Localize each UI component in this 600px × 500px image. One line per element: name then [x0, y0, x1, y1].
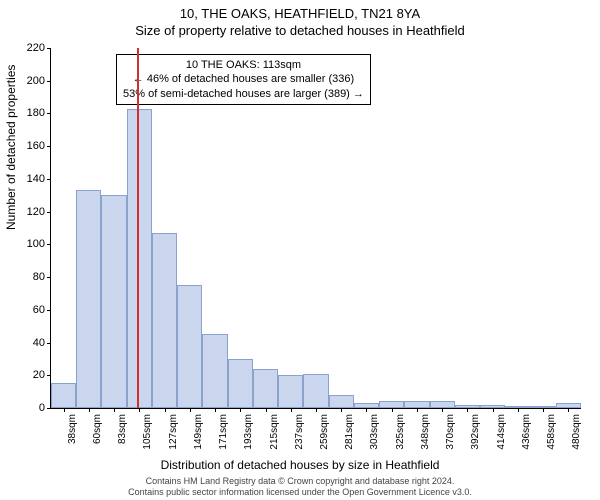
x-tick-label: 171sqm [218, 378, 229, 414]
y-tick-mark [47, 48, 51, 49]
x-tick-mark [518, 408, 519, 412]
y-tick-mark [47, 212, 51, 213]
reference-line [137, 48, 139, 408]
x-tick-mark [417, 408, 418, 412]
x-tick-label: 436sqm [521, 378, 532, 414]
annotation-line3: 53% of semi-detached houses are larger (… [123, 87, 364, 101]
x-tick-mark [266, 408, 267, 412]
x-tick-label: 392sqm [470, 378, 481, 414]
x-tick-mark [316, 408, 317, 412]
x-tick-label: 480sqm [571, 378, 582, 414]
x-tick-label: 193sqm [243, 378, 254, 414]
x-tick-label: 127sqm [168, 378, 179, 414]
y-tick-label: 200 [17, 75, 45, 87]
y-tick-mark [47, 244, 51, 245]
x-tick-label: 215sqm [269, 378, 280, 414]
y-tick-label: 120 [17, 206, 45, 218]
y-tick-mark [47, 408, 51, 409]
y-tick-label: 40 [17, 337, 45, 349]
x-tick-mark [392, 408, 393, 412]
x-tick-mark [89, 408, 90, 412]
x-tick-mark [493, 408, 494, 412]
y-tick-label: 140 [17, 173, 45, 185]
x-tick-label: 325sqm [395, 378, 406, 414]
x-tick-label: 281sqm [344, 378, 355, 414]
histogram-bar [127, 109, 152, 408]
x-axis-label: Distribution of detached houses by size … [0, 458, 600, 472]
y-tick-mark [47, 113, 51, 114]
y-tick-mark [47, 81, 51, 82]
y-tick-label: 100 [17, 238, 45, 250]
y-tick-label: 220 [17, 42, 45, 54]
histogram-bar [101, 195, 126, 408]
x-tick-label: 414sqm [496, 378, 507, 414]
x-tick-mark [139, 408, 140, 412]
footer-line1: Contains HM Land Registry data © Crown c… [0, 476, 600, 487]
y-axis-label: Number of detached properties [4, 65, 18, 230]
x-tick-label: 237sqm [294, 378, 305, 414]
page-title-2: Size of property relative to detached ho… [0, 21, 600, 38]
y-tick-label: 180 [17, 107, 45, 119]
y-tick-mark [47, 146, 51, 147]
y-tick-label: 0 [17, 402, 45, 414]
x-tick-mark [165, 408, 166, 412]
x-tick-mark [291, 408, 292, 412]
y-tick-mark [47, 310, 51, 311]
histogram-chart: 10 THE OAKS: 113sqm ← 46% of detached ho… [50, 48, 581, 409]
x-tick-label: 458sqm [546, 378, 557, 414]
x-tick-mark [366, 408, 367, 412]
x-tick-label: 149sqm [193, 378, 204, 414]
footer-text: Contains HM Land Registry data © Crown c… [0, 476, 600, 498]
x-tick-mark [467, 408, 468, 412]
x-tick-mark [568, 408, 569, 412]
x-tick-label: 303sqm [369, 378, 380, 414]
x-tick-label: 60sqm [92, 384, 103, 414]
histogram-bar [76, 190, 101, 408]
x-tick-label: 83sqm [117, 384, 128, 414]
x-tick-mark [341, 408, 342, 412]
x-tick-mark [190, 408, 191, 412]
x-tick-label: 370sqm [445, 378, 456, 414]
x-tick-label: 105sqm [142, 378, 153, 414]
y-tick-mark [47, 277, 51, 278]
x-tick-mark [114, 408, 115, 412]
x-tick-label: 348sqm [420, 378, 431, 414]
x-tick-label: 259sqm [319, 378, 330, 414]
x-tick-mark [215, 408, 216, 412]
x-tick-mark [543, 408, 544, 412]
footer-line2: Contains public sector information licen… [0, 487, 600, 498]
x-tick-mark [240, 408, 241, 412]
y-tick-label: 20 [17, 369, 45, 381]
annotation-line1: 10 THE OAKS: 113sqm [123, 58, 364, 72]
x-tick-label: 38sqm [67, 384, 78, 414]
annotation-box: 10 THE OAKS: 113sqm ← 46% of detached ho… [116, 54, 371, 105]
y-tick-mark [47, 343, 51, 344]
x-tick-mark [64, 408, 65, 412]
y-tick-label: 60 [17, 304, 45, 316]
y-tick-mark [47, 375, 51, 376]
y-tick-label: 160 [17, 140, 45, 152]
y-tick-mark [47, 179, 51, 180]
annotation-line2: ← 46% of detached houses are smaller (33… [123, 72, 364, 86]
x-tick-mark [442, 408, 443, 412]
y-tick-label: 80 [17, 271, 45, 283]
page-title-1: 10, THE OAKS, HEATHFIELD, TN21 8YA [0, 0, 600, 21]
